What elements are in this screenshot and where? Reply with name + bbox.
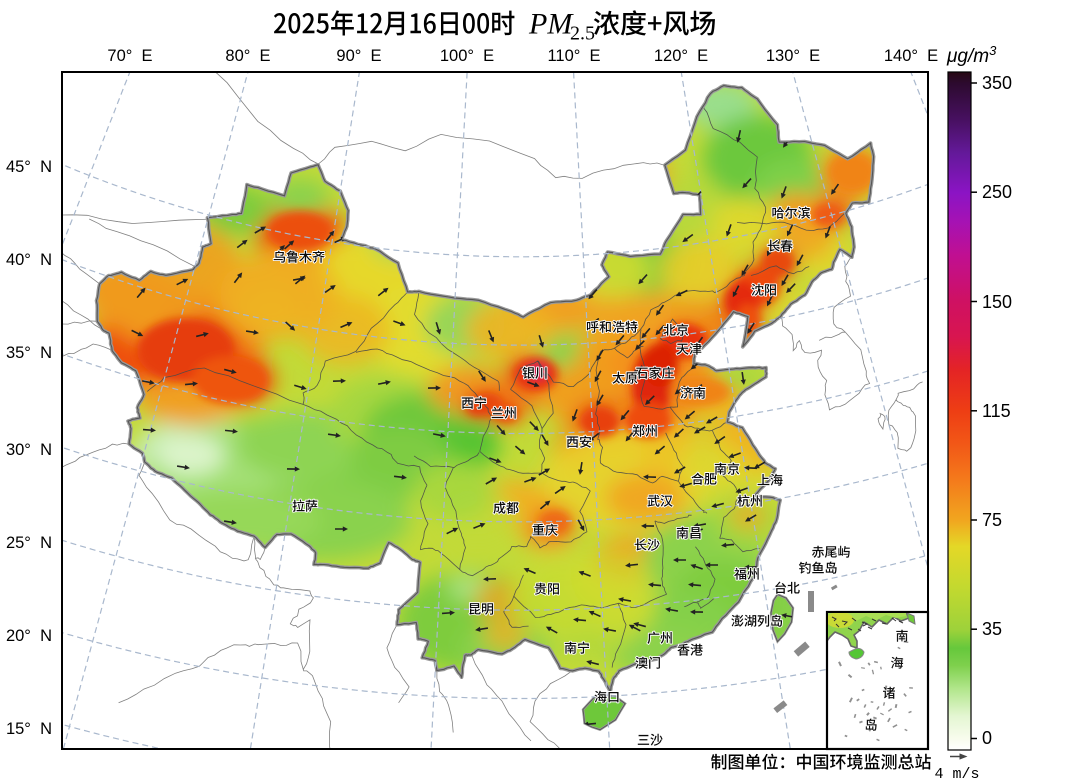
svg-text:0: 0 [982,728,992,748]
svg-text:150: 150 [982,292,1012,312]
svg-text:90° E: 90° E [336,47,381,65]
svg-text:250: 250 [982,182,1012,202]
svg-text:35° N: 35° N [6,344,52,362]
svg-text:80° E: 80° E [225,47,270,65]
svg-text:45° N: 45° N [6,158,52,176]
svg-text:15° N: 15° N [6,720,52,738]
svg-text:70° E: 70° E [107,47,152,65]
svg-text:20° N: 20° N [6,627,52,645]
svg-text:115: 115 [982,401,1011,421]
svg-text:350: 350 [982,73,1012,93]
svg-text:μg/m3: μg/m3 [946,43,997,67]
svg-text:130° E: 130° E [766,47,820,65]
svg-text:30° N: 30° N [6,441,52,459]
svg-text:100° E: 100° E [440,47,494,65]
svg-text:35: 35 [982,619,1002,639]
svg-text:40° N: 40° N [6,251,52,269]
svg-text:140° E: 140° E [884,47,938,65]
svg-text:25° N: 25° N [6,534,52,552]
svg-text:2.5: 2.5 [570,23,595,45]
svg-text:PM: PM [528,8,574,41]
svg-text:120° E: 120° E [654,47,708,65]
svg-text:75: 75 [982,510,1002,530]
svg-text:110° E: 110° E [547,47,600,65]
svg-text:4 m/s: 4 m/s [934,766,979,782]
